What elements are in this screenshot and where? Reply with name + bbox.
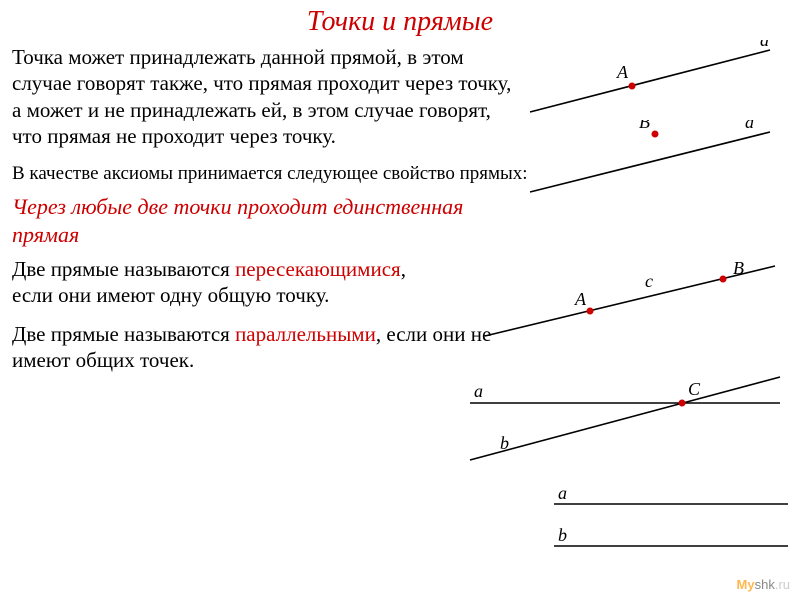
svg-text:a: a (760, 40, 769, 50)
svg-text:A: A (574, 289, 587, 309)
paragraph-1: Точка может принадлежать данной прямой, … (12, 44, 512, 149)
svg-text:a: a (474, 381, 483, 401)
watermark-shk: shk (755, 577, 775, 592)
para2-highlight: пересекающимися (235, 257, 401, 281)
diagram-two-points-line: A Bc (475, 260, 790, 350)
watermark: Myshk.ru (737, 577, 790, 592)
diagram-intersecting-lines: a b C (460, 375, 790, 465)
axiom-statement: Через любые две точки проходит единствен… (12, 193, 492, 248)
svg-text:b: b (558, 525, 567, 545)
svg-text:B: B (639, 120, 650, 132)
svg-text:b: b (500, 433, 509, 453)
diagram-point-off-line: Ba (520, 120, 790, 205)
paragraph-intersecting: Две прямые называются пересекающимися, е… (12, 256, 442, 309)
paragraph-parallel: Две прямые называются параллельными, есл… (12, 321, 552, 374)
para2-pre: Две прямые называются (12, 257, 235, 281)
svg-text:A: A (616, 62, 629, 82)
para3-pre: Две прямые называются (12, 322, 235, 346)
svg-text:c: c (645, 271, 653, 291)
svg-text:a: a (745, 120, 754, 132)
diagram-parallel-lines: ab (548, 490, 794, 560)
diagram-point-on-line: Aa (520, 40, 790, 125)
svg-text:a: a (558, 490, 567, 503)
watermark-ru: .ru (775, 577, 790, 592)
para3-highlight: параллельными (235, 322, 376, 346)
watermark-my: My (737, 577, 755, 592)
svg-text:C: C (688, 379, 701, 399)
svg-text:B: B (733, 260, 744, 278)
page-title: Точки и прямые (0, 0, 800, 38)
